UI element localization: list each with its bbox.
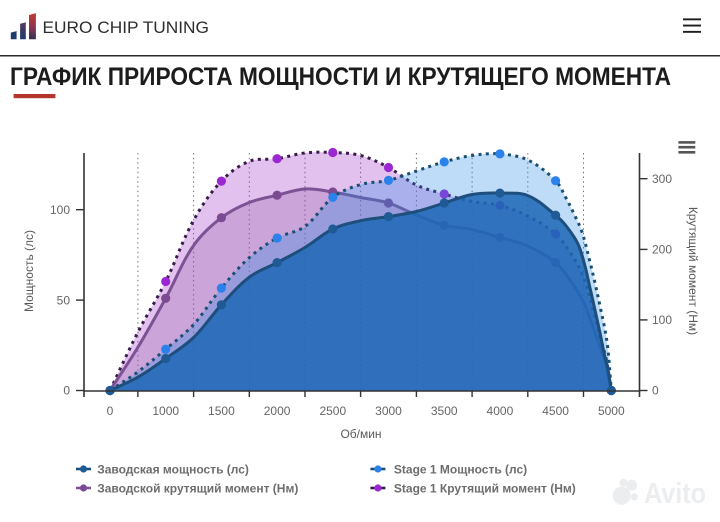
svg-text:100: 100 bbox=[652, 313, 672, 327]
svg-text:Avito: Avito bbox=[644, 478, 706, 510]
svg-text:Мощность (лс): Мощность (лс) bbox=[22, 230, 36, 312]
svg-text:200: 200 bbox=[652, 243, 672, 257]
svg-text:3000: 3000 bbox=[375, 404, 402, 418]
svg-text:Stage 1 Крутящий момент (Нм): Stage 1 Крутящий момент (Нм) bbox=[394, 481, 576, 495]
svg-text:ГРАФИК ПРИРОСТА МОЩНОСТИ И КРУ: ГРАФИК ПРИРОСТА МОЩНОСТИ И КРУТЯЩЕГО МОМ… bbox=[10, 63, 671, 91]
svg-text:Заводской крутящий момент (Нм): Заводской крутящий момент (Нм) bbox=[97, 481, 298, 495]
svg-text:100: 100 bbox=[50, 203, 70, 217]
svg-text:5000: 5000 bbox=[598, 404, 625, 418]
svg-text:4500: 4500 bbox=[542, 404, 569, 418]
svg-text:Крутящий момент (Нм): Крутящий момент (Нм) bbox=[686, 207, 700, 335]
svg-text:2000: 2000 bbox=[264, 404, 291, 418]
svg-text:3500: 3500 bbox=[431, 404, 458, 418]
svg-text:0: 0 bbox=[652, 384, 659, 398]
svg-text:1000: 1000 bbox=[152, 404, 179, 418]
svg-text:Stage 1 Мощность (лс): Stage 1 Мощность (лс) bbox=[394, 462, 527, 476]
svg-text:300: 300 bbox=[652, 172, 672, 186]
svg-text:Заводская мощность (лс): Заводская мощность (лс) bbox=[97, 462, 249, 476]
svg-text:0: 0 bbox=[107, 404, 114, 418]
svg-text:50: 50 bbox=[57, 293, 71, 307]
svg-text:EURO CHIP TUNING: EURO CHIP TUNING bbox=[43, 19, 210, 37]
svg-text:Об/мин: Об/мин bbox=[340, 427, 381, 441]
svg-text:0: 0 bbox=[63, 384, 70, 398]
svg-text:2500: 2500 bbox=[319, 404, 346, 418]
svg-text:1500: 1500 bbox=[208, 404, 235, 418]
svg-text:4000: 4000 bbox=[487, 404, 514, 418]
